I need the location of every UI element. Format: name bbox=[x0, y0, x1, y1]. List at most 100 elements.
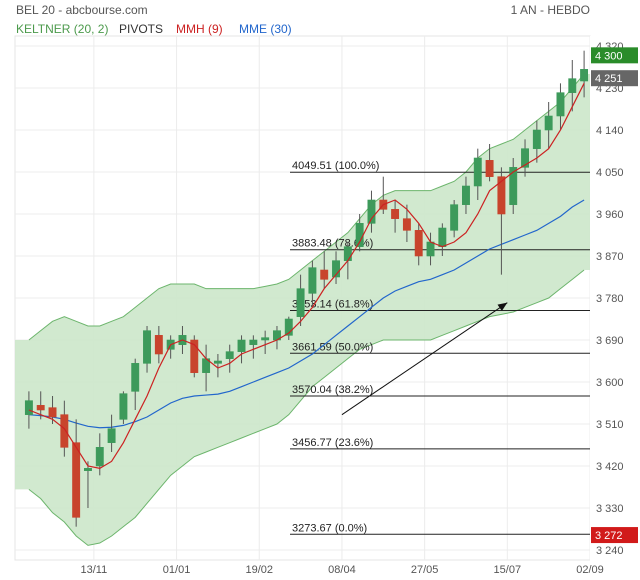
candle-body bbox=[308, 267, 317, 294]
candle bbox=[556, 83, 565, 130]
y-tick-label: 3 240 bbox=[596, 545, 624, 557]
legend-mmh: MMH (9) bbox=[176, 22, 223, 36]
candle bbox=[497, 167, 506, 275]
x-tick-label: 13/11 bbox=[81, 564, 108, 576]
candle-body bbox=[343, 246, 352, 261]
x-tick-label: 19/02 bbox=[245, 564, 273, 576]
candle-body bbox=[119, 393, 128, 420]
candle-body bbox=[568, 78, 577, 93]
badge-mid bbox=[591, 70, 638, 87]
candle bbox=[261, 330, 270, 354]
fib-label: 3570.04 (38.2%) bbox=[292, 384, 373, 396]
candle-body bbox=[497, 176, 506, 215]
keltner-upper-line bbox=[28, 73, 585, 341]
candle-body bbox=[107, 428, 116, 443]
x-tick-label: 27/05 bbox=[411, 564, 439, 576]
candle-body bbox=[450, 204, 459, 231]
y-tick-label: 3 780 bbox=[596, 293, 624, 305]
badge-upper-text: 4 300 bbox=[595, 50, 623, 62]
candle bbox=[284, 316, 293, 340]
candle-body bbox=[284, 318, 293, 336]
fibonacci-levels: 4049.51 (100.0%)3883.48 (78.6%)3753.14 (… bbox=[290, 160, 590, 535]
candle-body bbox=[414, 230, 423, 257]
y-tick-label: 3 690 bbox=[596, 335, 624, 347]
price-badges: 4 300 4 251 3 272 bbox=[591, 47, 638, 544]
candle-body bbox=[249, 339, 258, 345]
candle bbox=[237, 335, 246, 364]
candle-body bbox=[48, 407, 57, 418]
candle bbox=[320, 251, 329, 289]
chart-period: 1 AN - HEBDO bbox=[511, 3, 590, 17]
y-tick-label: 3 510 bbox=[596, 419, 624, 431]
x-tick-label: 02/09 bbox=[576, 564, 604, 576]
candle-body bbox=[391, 209, 400, 219]
mmh-line bbox=[28, 83, 585, 469]
candle bbox=[249, 335, 258, 359]
candle-body bbox=[320, 269, 329, 280]
x-tick-label: 08/04 bbox=[328, 564, 356, 576]
candle bbox=[119, 391, 128, 424]
candle-body bbox=[190, 339, 199, 373]
candle bbox=[473, 148, 482, 200]
candle bbox=[308, 260, 317, 308]
candle-body bbox=[580, 69, 589, 82]
badge-lower bbox=[591, 527, 638, 544]
candle bbox=[532, 120, 541, 163]
fib-label: 3661.59 (50.0%) bbox=[292, 341, 373, 353]
mme-line bbox=[28, 199, 585, 429]
keltner-lower-line bbox=[28, 269, 585, 546]
candle-body bbox=[36, 405, 45, 411]
fib-label: 3883.48 (78.6%) bbox=[292, 238, 373, 250]
candle-body bbox=[72, 442, 81, 518]
candle bbox=[296, 274, 305, 326]
candle-body bbox=[402, 218, 411, 231]
candle-body bbox=[261, 337, 270, 341]
chart-title: BEL 20 - abcbourse.com bbox=[16, 3, 148, 17]
candle-body bbox=[355, 223, 364, 247]
badge-upper bbox=[591, 47, 638, 64]
candle-body bbox=[426, 241, 435, 257]
y-tick-label: 3 420 bbox=[596, 461, 624, 473]
candle-body bbox=[521, 148, 529, 168]
candle-body bbox=[556, 92, 565, 117]
legend-keltner: KELTNER (20, 2) bbox=[16, 22, 108, 36]
badge-lower-text: 3 272 bbox=[595, 530, 623, 542]
axis-background bbox=[590, 36, 640, 572]
candle bbox=[462, 176, 470, 214]
candle-body bbox=[509, 167, 518, 205]
y-tick-label: 3 330 bbox=[596, 503, 624, 515]
candle-body bbox=[473, 157, 482, 187]
candle bbox=[190, 335, 199, 378]
candle-body bbox=[367, 199, 376, 224]
candle-body bbox=[131, 363, 140, 392]
candle bbox=[485, 144, 494, 182]
trend-arrow-line bbox=[341, 302, 508, 416]
candle bbox=[509, 158, 518, 214]
x-axis: 13/11 01/01 19/02 08/04 27/05 15/07 02/09 bbox=[81, 564, 604, 576]
candle bbox=[544, 102, 553, 149]
legend-pivots: PIVOTS bbox=[119, 22, 163, 36]
fib-label: 3273.67 (0.0%) bbox=[292, 522, 367, 534]
candle-body bbox=[213, 360, 222, 364]
candle-body bbox=[84, 468, 92, 471]
candle bbox=[225, 344, 234, 373]
candle-body bbox=[95, 447, 104, 467]
badge-mid-text: 4 251 bbox=[595, 73, 623, 85]
candle bbox=[391, 200, 400, 233]
candle bbox=[580, 50, 589, 98]
candle-body bbox=[485, 160, 494, 177]
candle bbox=[143, 326, 151, 373]
candle bbox=[402, 204, 411, 242]
fib-label: 4049.51 (100.0%) bbox=[292, 160, 379, 172]
candle bbox=[213, 354, 222, 378]
candle bbox=[414, 223, 423, 266]
candle-body bbox=[462, 185, 470, 205]
trend-arrow-head bbox=[497, 302, 508, 312]
candle-body bbox=[438, 227, 447, 247]
x-tick-label: 01/01 bbox=[163, 564, 191, 576]
candle-body bbox=[544, 115, 553, 131]
y-tick-label: 3 600 bbox=[596, 377, 624, 389]
candle-body bbox=[143, 330, 151, 364]
legend-mme: MME (30) bbox=[239, 22, 292, 36]
y-tick-label: 4 050 bbox=[596, 167, 624, 179]
